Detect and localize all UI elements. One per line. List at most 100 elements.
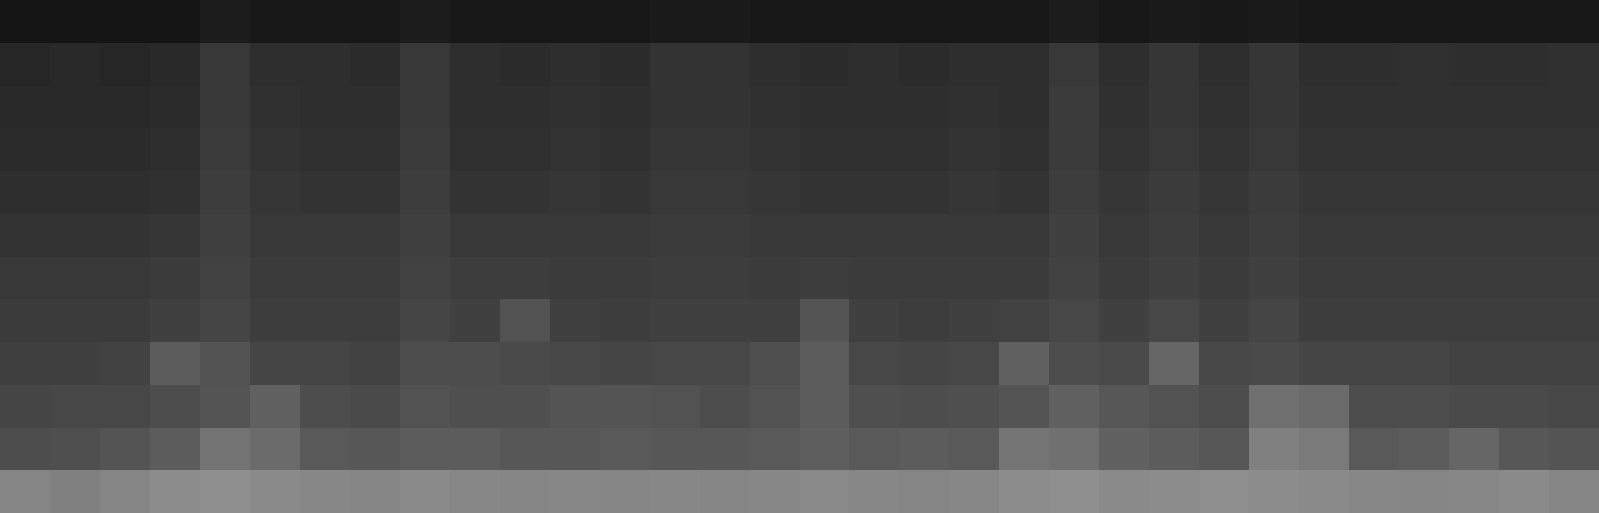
cell	[700, 342, 750, 385]
cell	[999, 385, 1049, 428]
cell	[0, 385, 50, 428]
cell	[0, 214, 50, 257]
cell	[300, 342, 350, 385]
cell	[100, 43, 150, 86]
cell	[350, 428, 400, 470]
cell	[1199, 299, 1249, 342]
cell	[650, 214, 700, 257]
cell	[1099, 257, 1149, 299]
cell	[650, 470, 700, 513]
cell	[200, 470, 250, 513]
cell	[899, 214, 949, 257]
cell	[1049, 86, 1099, 128]
cell	[300, 86, 350, 128]
cell	[1549, 470, 1599, 513]
cell	[600, 43, 650, 86]
cell	[650, 0, 700, 43]
cell	[1349, 342, 1399, 385]
cell	[200, 43, 250, 86]
cell	[750, 43, 800, 86]
cell	[550, 128, 600, 171]
cell	[600, 342, 650, 385]
cell	[1299, 257, 1349, 299]
cell	[700, 428, 750, 470]
cell	[1249, 342, 1299, 385]
cell	[1399, 171, 1449, 214]
cell	[1349, 86, 1399, 128]
cell	[550, 0, 600, 43]
cell	[200, 257, 250, 299]
cell	[700, 171, 750, 214]
cell	[899, 0, 949, 43]
cell	[100, 470, 150, 513]
cell	[1549, 128, 1599, 171]
cell	[750, 0, 800, 43]
cell	[1149, 470, 1199, 513]
cell	[1349, 214, 1399, 257]
cell	[600, 214, 650, 257]
cell	[550, 299, 600, 342]
cell	[949, 171, 999, 214]
cell	[1249, 0, 1299, 43]
cell	[350, 299, 400, 342]
cell	[999, 0, 1049, 43]
cell	[300, 299, 350, 342]
cell	[1199, 257, 1249, 299]
cell	[500, 299, 550, 342]
cell	[1249, 299, 1299, 342]
cell	[849, 86, 899, 128]
cell	[1349, 0, 1399, 43]
cell	[750, 428, 800, 470]
cell	[899, 171, 949, 214]
cell	[400, 470, 450, 513]
cell	[1399, 128, 1449, 171]
cell	[600, 86, 650, 128]
cell	[1299, 0, 1349, 43]
cell	[50, 0, 100, 43]
cell	[200, 171, 250, 214]
cell	[999, 299, 1049, 342]
cell	[200, 0, 250, 43]
cell	[800, 0, 849, 43]
cell	[1049, 470, 1099, 513]
cell	[250, 470, 300, 513]
cell	[1199, 214, 1249, 257]
cell	[1149, 214, 1199, 257]
cell	[700, 0, 750, 43]
cell	[849, 428, 899, 470]
cell	[300, 128, 350, 171]
cell	[849, 43, 899, 86]
cell	[350, 86, 400, 128]
cell	[350, 128, 400, 171]
cell	[450, 171, 500, 214]
cell	[1249, 128, 1299, 171]
cell	[1249, 43, 1299, 86]
cell	[1249, 257, 1299, 299]
cell	[0, 470, 50, 513]
cell	[1099, 385, 1149, 428]
cell	[450, 0, 500, 43]
cell	[1099, 214, 1149, 257]
cell	[949, 342, 999, 385]
cell	[949, 257, 999, 299]
cell	[150, 171, 200, 214]
cell	[150, 86, 200, 128]
cell	[300, 428, 350, 470]
cell	[450, 257, 500, 299]
cell	[1499, 470, 1549, 513]
cell	[500, 43, 550, 86]
cell	[1449, 299, 1499, 342]
cell	[1499, 299, 1549, 342]
cell	[1349, 43, 1399, 86]
cell	[849, 470, 899, 513]
cell	[1149, 257, 1199, 299]
cell	[700, 214, 750, 257]
cell	[1349, 385, 1399, 428]
cell	[350, 470, 400, 513]
cell	[849, 171, 899, 214]
cell	[1199, 0, 1249, 43]
cell	[1399, 257, 1449, 299]
cell	[800, 470, 849, 513]
cell	[899, 299, 949, 342]
cell	[150, 214, 200, 257]
